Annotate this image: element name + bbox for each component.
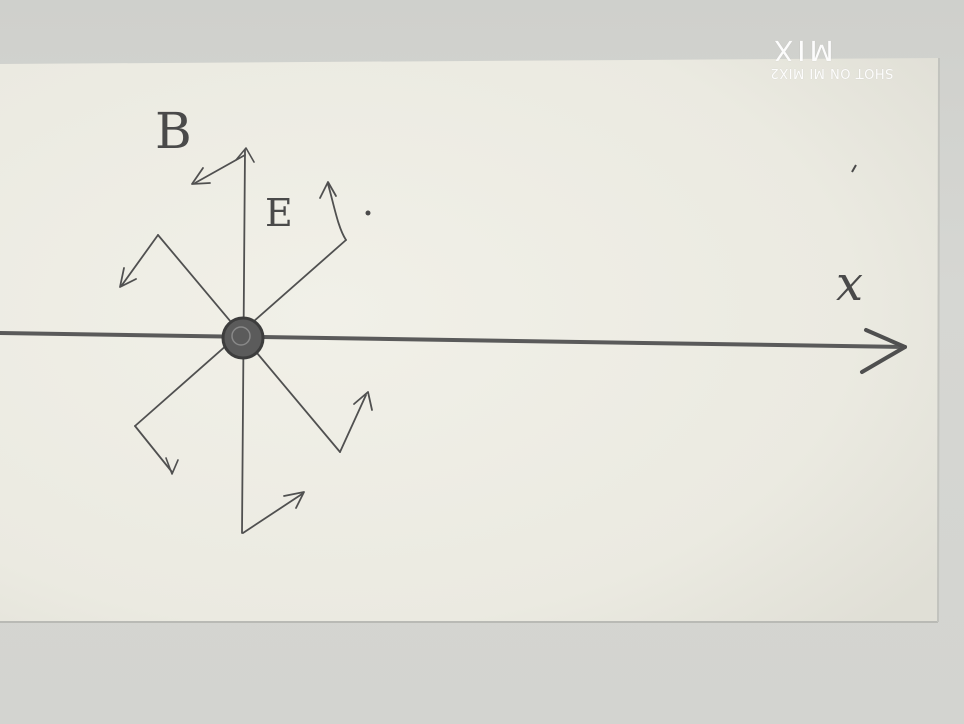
x-axis-line [0,331,907,349]
arrow-top-head [191,167,211,185]
label-e: E [265,191,293,235]
arrow-upper-right [327,183,347,241]
arrow-upper-left-head [119,267,137,288]
arrow-bottom-head [283,491,305,509]
label-b: B [155,102,192,160]
arrow-bottom [242,493,303,534]
arrow-lower-right-head [353,391,373,411]
pencil-dot [365,210,371,216]
label-x: x [836,256,863,312]
center-charge-inner [231,326,251,346]
arrow-lower-left-head [165,457,179,475]
arrow-lower-right [339,394,367,453]
center-charge-dot [221,316,265,360]
arrow-upper-left [121,234,159,286]
watermark-brand: MIX [770,34,834,67]
paper-right-edge [937,57,940,623]
vertical-top-arrowhead [235,147,255,163]
arrow-top [194,154,246,184]
arrow-upper-right-head [319,181,337,199]
pencil-mark [851,164,857,173]
x-axis-arrowhead [860,328,907,374]
camera-watermark: SHOT ON MI MIX2 MIX [770,34,930,82]
arrow-lower-left [134,425,173,473]
